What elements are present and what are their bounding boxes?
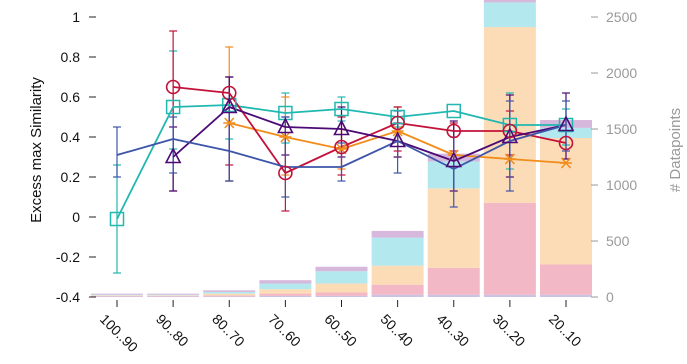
bar-segment <box>91 295 143 297</box>
series-line <box>116 124 567 170</box>
bar-segment <box>315 292 368 296</box>
star-marker <box>503 153 516 165</box>
y2-axis-label: # Datapoints <box>667 108 684 192</box>
triangle-marker <box>277 117 294 134</box>
y2-tick-label: 1000 <box>606 177 637 193</box>
bar-segment <box>147 293 200 295</box>
star-marker <box>223 117 236 129</box>
x-tick-label: 70..60 <box>265 311 304 350</box>
bar-segment <box>315 295 368 297</box>
bar-segment <box>259 293 312 296</box>
bar-segment <box>483 202 536 295</box>
bar-segment <box>427 267 480 295</box>
triangle-marker <box>557 115 575 132</box>
bar-segment <box>371 294 424 297</box>
bar-segment <box>203 291 256 294</box>
triangle-marker <box>220 97 238 114</box>
bar-segment <box>315 271 368 284</box>
triangle-marker <box>333 119 350 136</box>
bar-segment <box>315 283 368 293</box>
bar-segment <box>371 265 424 285</box>
bar-segment <box>483 294 536 297</box>
series-line <box>172 106 567 162</box>
y-axis-right: 2500 2000 1500 1000 500 0 <box>591 9 637 305</box>
circle-marker <box>390 115 405 131</box>
bar-segment <box>540 264 592 295</box>
triangle-marker <box>501 127 519 144</box>
square-marker <box>390 109 405 125</box>
x-tick-label: 80..70 <box>209 311 248 350</box>
bar-segment <box>259 280 312 284</box>
bar-segment <box>203 290 256 292</box>
y-tick-label: 0 <box>72 209 80 225</box>
y2-tick-label: 0 <box>606 289 614 305</box>
triangle-marker <box>445 151 463 168</box>
circle-marker <box>334 139 349 155</box>
square-marker <box>109 211 125 227</box>
bar-segment <box>483 0 536 3</box>
x-tick-label: 50..40 <box>378 311 417 350</box>
y-tick-label: 0.8 <box>61 49 81 65</box>
star-marker <box>279 131 292 143</box>
bar-segment <box>147 295 200 297</box>
bar-segment <box>91 294 143 296</box>
bar-segment <box>147 294 200 296</box>
circle-marker <box>165 79 181 95</box>
circle-marker <box>558 135 574 151</box>
bar-segment <box>203 293 256 296</box>
bar-segment <box>147 295 200 296</box>
x-tick-label: 30..20 <box>490 311 529 350</box>
bar-segment <box>259 289 312 294</box>
bar-segment <box>203 296 256 297</box>
bar-segment <box>483 2 536 28</box>
y2-tick-label: 2000 <box>606 65 637 81</box>
y-tick-label: 0.2 <box>61 169 81 185</box>
x-tick-label: 20..10 <box>546 311 585 350</box>
y2-tick-label: 2500 <box>606 9 637 25</box>
x-tick-label: 100..90 <box>97 311 141 355</box>
bar-segment <box>91 295 143 296</box>
star-marker <box>391 125 404 137</box>
y-tick-label: 0.4 <box>61 129 81 145</box>
y2-tick-label: 500 <box>606 233 630 249</box>
y2-tick-label: 1500 <box>606 121 637 137</box>
square-marker <box>165 99 181 115</box>
square-marker <box>334 101 349 117</box>
bar-segment <box>147 296 200 297</box>
bar-segment <box>315 266 368 272</box>
circle-marker <box>278 165 293 181</box>
bar-segment <box>427 294 480 297</box>
bar-segment <box>91 296 143 297</box>
bar-segment <box>259 283 312 290</box>
bar-segment <box>371 237 424 266</box>
y-tick-label: 0.6 <box>61 89 81 105</box>
star-marker <box>560 157 572 169</box>
circle-marker <box>446 123 462 139</box>
y-axis-label: Excess max Similarity <box>28 77 45 223</box>
circle-marker <box>502 123 518 139</box>
triangle-marker <box>389 131 406 148</box>
y-tick-label: -0.2 <box>56 249 80 265</box>
bar-segment <box>203 295 256 297</box>
x-tick-label: 40..30 <box>434 311 473 350</box>
bar-segment <box>540 294 592 297</box>
x-tick-label: 90..80 <box>153 311 192 350</box>
series-line <box>116 104 566 220</box>
x-axis: 100..90 90..80 80..70 70..60 60..50 50..40 40.… <box>97 300 585 355</box>
y-axis-left: 1 0.8 0.6 0.4 0.2 0 -0.2 -0.4 <box>56 9 96 305</box>
bar-segment <box>91 293 143 295</box>
series-markers <box>109 79 575 227</box>
y-tick-label: 1 <box>72 9 80 25</box>
bar-segment <box>259 295 312 297</box>
bar-segment <box>371 284 424 295</box>
square-marker <box>502 117 518 133</box>
bar-segment <box>371 230 424 238</box>
y-tick-label: -0.4 <box>56 289 80 305</box>
square-marker <box>446 103 461 119</box>
triangle-marker <box>164 147 182 164</box>
x-tick-label: 60..50 <box>321 311 360 350</box>
